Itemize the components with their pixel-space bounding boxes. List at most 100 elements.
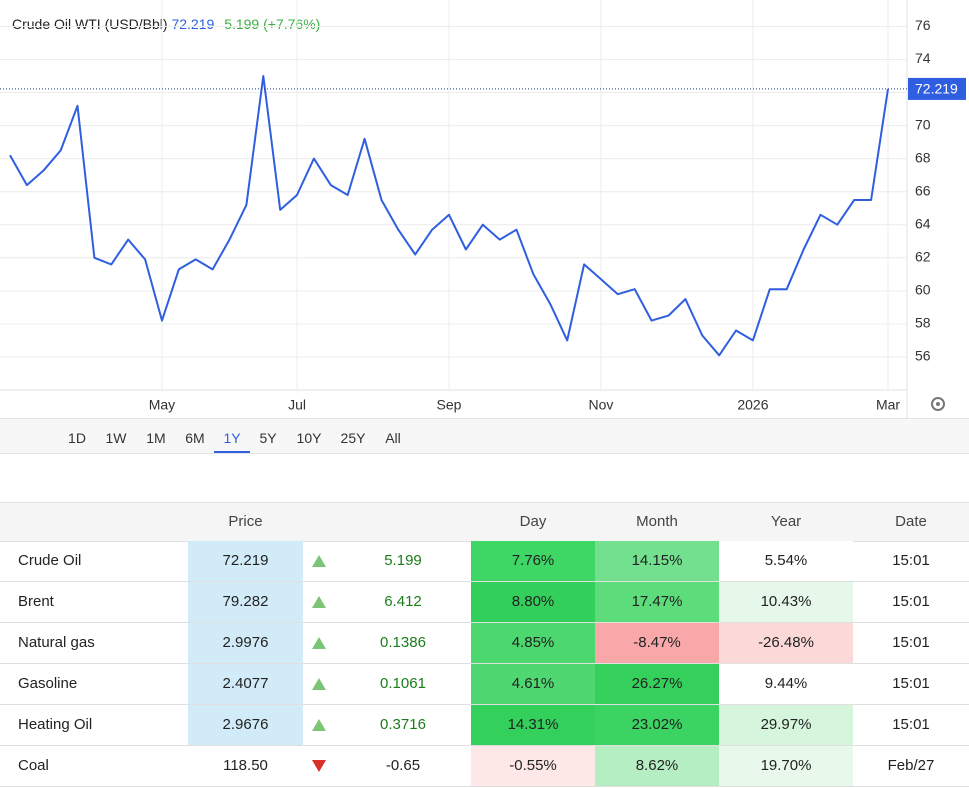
arrow-shape <box>312 760 326 772</box>
direction-arrow <box>312 678 326 690</box>
day-cell: -0.55% <box>471 746 595 786</box>
price: 72.219 <box>171 16 214 32</box>
arrow-shape <box>312 637 326 649</box>
table-row: Natural gas 2.9976 0.1386 4.85% -8.47% -26.48… <box>0 623 969 664</box>
day-cell: 4.85% <box>471 623 595 663</box>
instrument-name[interactable]: Natural gas <box>18 634 95 651</box>
year-cell: 29.97% <box>719 705 853 745</box>
change-cell: 0.3716 <box>380 716 426 733</box>
table-row: Heating Oil 2.9676 0.3716 14.31% 23.02% 29.97… <box>0 705 969 746</box>
x-tick-label: 2026 <box>737 397 768 413</box>
column-header: Price <box>228 513 263 530</box>
arrow-shape <box>312 555 326 567</box>
month-cell: 14.15% <box>595 541 719 581</box>
gear[interactable] <box>931 397 945 411</box>
table-header: Price Day Month Year Date <box>0 502 969 542</box>
last-price-label: 72.219 <box>915 81 958 97</box>
date-cell: 15:01 <box>892 634 930 651</box>
y-tick-label: 70 <box>915 116 931 132</box>
price-cell: 72.219 <box>188 541 303 581</box>
y-tick-label: 60 <box>915 282 931 298</box>
arrow-shape <box>312 678 326 690</box>
year-cell: 10.43% <box>719 582 853 622</box>
price-line <box>9 75 889 357</box>
instrument-name[interactable]: Brent <box>18 593 54 610</box>
direction-arrow <box>312 637 326 649</box>
column-header: Year <box>770 513 802 530</box>
month-cell: 17.47% <box>595 582 719 622</box>
month-cell: -8.47% <box>595 623 719 663</box>
y-tick-label: 66 <box>915 182 931 198</box>
direction-arrow <box>312 760 326 772</box>
chart-title: Crude Oil WTI (USD/Bbl) 72.219 5.199 (+7… <box>12 16 320 32</box>
instrument-name[interactable]: Crude Oil <box>18 552 82 569</box>
range-button[interactable]: 1M <box>146 430 166 446</box>
gear-center[interactable] <box>936 402 940 406</box>
date-cell: 15:01 <box>892 716 930 733</box>
date-cell: Feb/27 <box>887 757 935 774</box>
range-selector: 1D 1W 1M 6M 1Y 5Y 10Y 25Y All <box>0 418 969 454</box>
title: Crude Oil WTI (USD/Bbl) <box>12 16 168 32</box>
day-cell: 8.80% <box>471 582 595 622</box>
range-button[interactable]: 5Y <box>259 430 277 446</box>
month-cell: 8.62% <box>595 746 719 786</box>
change-cell: 6.412 <box>384 593 422 610</box>
table-row: Brent 79.282 6.412 8.80% 17.47% 10.43% 15:01 <box>0 582 969 623</box>
settings-icon[interactable] <box>931 397 945 411</box>
y-tick-label: 74 <box>915 50 931 66</box>
y-tick-label: 58 <box>915 315 931 331</box>
y-tick-label: 76 <box>915 17 931 33</box>
x-tick-label: May <box>149 397 175 413</box>
instrument-name[interactable]: Heating Oil <box>18 716 93 733</box>
year-cell: 9.44% <box>719 664 853 704</box>
last-price-box <box>908 77 966 100</box>
y-tick-label: 64 <box>915 215 931 231</box>
instrument-name[interactable]: Coal <box>18 757 49 774</box>
x-tick-label: Jul <box>288 397 306 413</box>
range-button[interactable]: 1D <box>68 430 86 446</box>
change-cell: 0.1386 <box>380 634 426 651</box>
change-cell: 0.1061 <box>380 675 426 692</box>
range-button[interactable]: 1Y <box>214 419 250 453</box>
column-header: Month <box>636 513 678 530</box>
year-cell: 5.54% <box>719 541 853 581</box>
direction-arrow <box>312 719 326 731</box>
range-button[interactable]: All <box>385 430 401 446</box>
chart: Crude Oil WTI (USD/Bbl) 72.219 5.199 (+7… <box>0 0 966 418</box>
direction-arrow <box>312 596 326 608</box>
range-button[interactable]: 10Y <box>296 430 322 446</box>
day-cell: 7.76% <box>471 541 595 581</box>
x-tick-label: Nov <box>589 397 614 413</box>
day-cell: 4.61% <box>471 664 595 704</box>
price-cell: 118.50 <box>188 746 303 786</box>
date-cell: 15:01 <box>892 552 930 569</box>
x-tick-label: Mar <box>876 397 900 413</box>
y-tick-label: 68 <box>915 149 931 165</box>
column-header: Date <box>895 513 927 530</box>
month-cell: 26.27% <box>595 664 719 704</box>
direction-arrow <box>312 555 326 567</box>
year-cell: 19.70% <box>719 746 853 786</box>
date-cell: 15:01 <box>892 675 930 692</box>
table-row: Gasoline 2.4077 0.1061 4.61% 26.27% 9.44% 15:0… <box>0 664 969 705</box>
y-tick-label: 62 <box>915 248 931 264</box>
year-cell: -26.48% <box>719 623 853 663</box>
price-cell: 2.4077 <box>188 664 303 704</box>
arrow-shape <box>312 719 326 731</box>
x-tick-label: Sep <box>437 397 462 413</box>
price-cell: 2.9976 <box>188 623 303 663</box>
range-button[interactable]: 6M <box>185 430 205 446</box>
change-cell: -0.65 <box>385 757 421 774</box>
column-header: Day <box>519 513 547 530</box>
change: 5.199 <box>224 16 259 32</box>
range-button[interactable]: 1W <box>105 430 127 446</box>
price-cell: 79.282 <box>188 582 303 622</box>
range-button[interactable]: 25Y <box>340 430 366 446</box>
change-cell: 5.199 <box>384 552 422 569</box>
arrow-shape <box>312 596 326 608</box>
y-tick-label: 56 <box>915 348 931 364</box>
instrument-name[interactable]: Gasoline <box>18 675 78 692</box>
month-cell: 23.02% <box>595 705 719 745</box>
table-row: Coal 118.50 -0.65 -0.55% 8.62% 19.70% Feb/27 <box>0 746 969 787</box>
